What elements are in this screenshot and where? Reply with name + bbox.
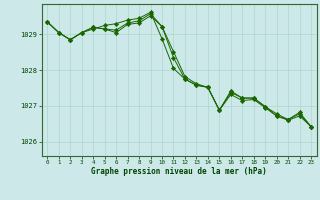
X-axis label: Graphe pression niveau de la mer (hPa): Graphe pression niveau de la mer (hPa) <box>91 167 267 176</box>
